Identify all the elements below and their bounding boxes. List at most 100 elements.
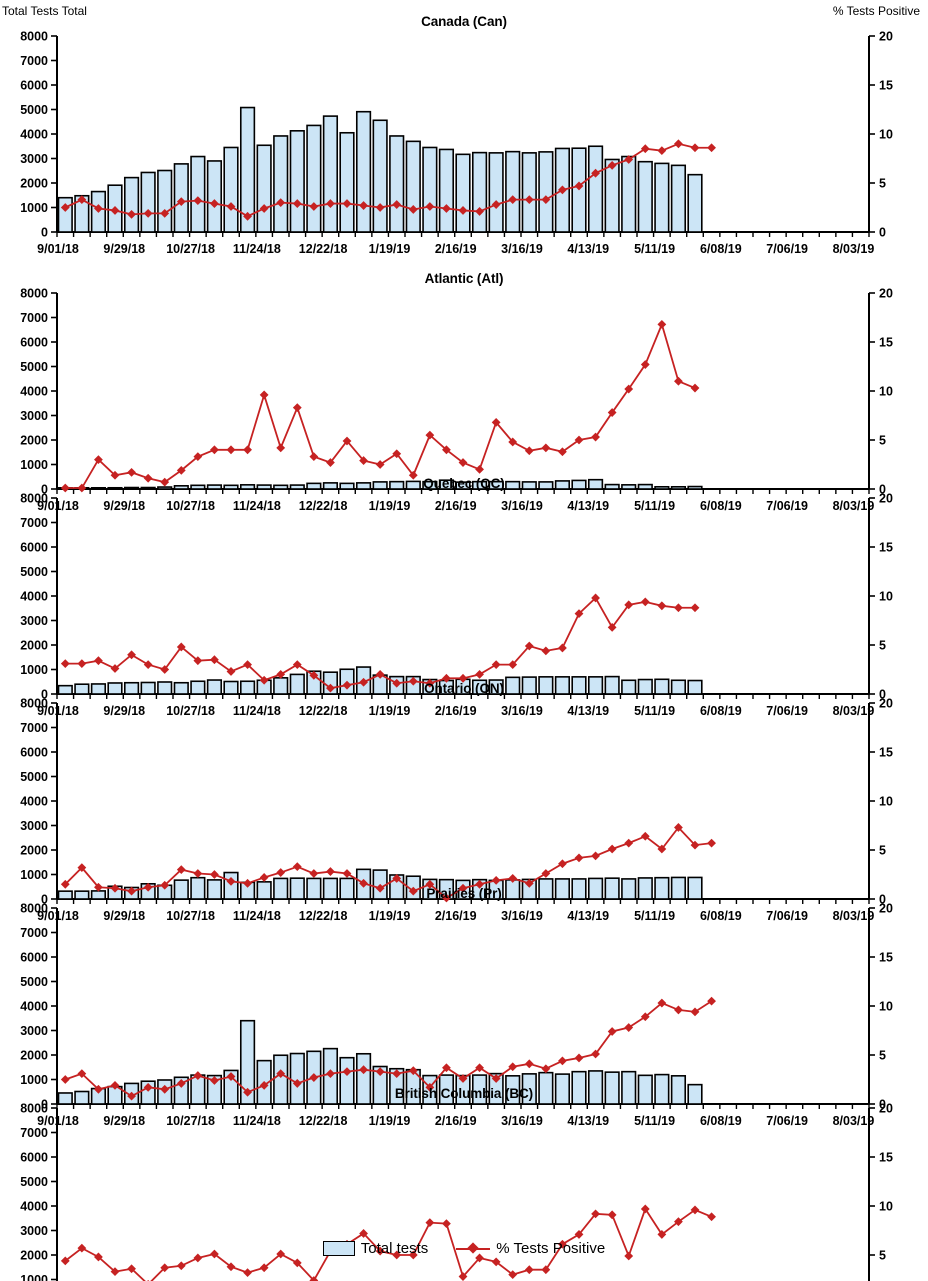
bar — [173, 879, 189, 900]
data-point-marker — [408, 1250, 418, 1260]
x-axis-tick-label: 9/01/18 — [37, 1114, 79, 1128]
y2-axis-tick-label: 15 — [879, 541, 893, 555]
data-point-marker — [624, 384, 634, 394]
bar — [57, 1092, 73, 1105]
data-point-marker — [309, 670, 319, 680]
data-point-marker — [309, 452, 319, 462]
x-axis-tick-label: 5/11/19 — [634, 909, 675, 923]
bar — [90, 487, 107, 490]
y2-axis-tick-label: 10 — [879, 1200, 893, 1214]
data-point-marker — [491, 1074, 501, 1083]
data-point-marker — [508, 437, 518, 447]
bar — [587, 676, 604, 695]
data-point-marker — [176, 865, 186, 874]
data-point-marker — [558, 643, 567, 653]
data-point-marker — [425, 202, 435, 211]
data-point-marker — [541, 1265, 551, 1275]
y-axis-tick-label: 1000 — [20, 868, 48, 882]
x-axis-tick-label: 8/03/19 — [833, 704, 875, 718]
bar — [471, 480, 488, 490]
bar — [505, 1075, 521, 1105]
y-axis-tick-label: 8000 — [20, 287, 48, 301]
data-point-marker — [326, 683, 335, 693]
bar — [587, 877, 604, 900]
x-axis-tick-label: 12/22/18 — [299, 909, 348, 923]
bar — [604, 1071, 620, 1105]
data-point-marker — [392, 1250, 402, 1260]
bar — [637, 877, 653, 900]
data-point-marker — [657, 844, 667, 854]
bar — [389, 1067, 405, 1105]
bar — [554, 480, 571, 490]
data-point-marker — [640, 360, 650, 369]
x-axis-tick-label: 11/24/18 — [233, 909, 281, 923]
bar — [538, 878, 554, 900]
data-point-marker — [574, 609, 584, 619]
data-point-marker — [458, 673, 468, 683]
data-point-marker — [574, 853, 584, 863]
bar — [223, 484, 239, 490]
data-point-marker — [160, 208, 170, 218]
x-axis-tick-label: 1/19/19 — [369, 242, 411, 256]
chart-panel: Atlantic (Atl) 0 1000 2000 3000 4000 5000 6000 7… — [0, 271, 928, 515]
bar — [670, 679, 687, 695]
data-point-marker — [210, 199, 219, 208]
y-axis-tick-label: 5000 — [20, 360, 48, 374]
x-axis-tick-label: 11/24/18 — [233, 499, 281, 513]
bar — [538, 151, 554, 233]
data-point-marker — [94, 656, 103, 666]
bar — [57, 890, 73, 900]
data-point-marker — [591, 851, 600, 861]
data-point-marker — [475, 207, 484, 216]
x-axis-tick-label: 4/13/19 — [567, 1114, 609, 1128]
bar — [74, 683, 90, 695]
bar — [604, 877, 620, 900]
data-point-marker — [342, 680, 352, 690]
legend-label-percent-positive: % Tests Positive — [496, 1240, 606, 1257]
data-point-marker — [60, 659, 70, 669]
y2-axis-tick-label: 0 — [879, 893, 886, 907]
y-axis-tick-label: 2000 — [20, 177, 48, 191]
y2-axis-tick-label: 20 — [879, 492, 893, 506]
chart-panel: Ontario (ON) 0 1000 2000 3000 4000 5000 6000 700… — [0, 681, 928, 925]
x-axis-tick-label: 7/06/19 — [766, 242, 808, 256]
x-axis-tick-label: 1/19/19 — [369, 1114, 411, 1128]
bar — [505, 150, 521, 233]
bar — [173, 681, 189, 695]
x-axis-tick-label: 12/22/18 — [299, 1114, 348, 1128]
data-point-marker — [309, 202, 319, 211]
percent-positive-line — [64, 142, 712, 218]
x-axis-tick-label: 4/13/19 — [567, 704, 609, 718]
bar — [687, 173, 703, 233]
x-axis-tick-label: 9/29/18 — [103, 1114, 145, 1128]
data-point-marker — [491, 417, 501, 427]
data-point-marker — [591, 168, 600, 178]
bar — [654, 1073, 670, 1105]
x-axis-tick-label: 5/11/19 — [634, 1114, 675, 1128]
chart-legend: Total tests % Tests Positive — [0, 1240, 928, 1257]
bar — [654, 876, 670, 900]
data-point-marker — [392, 678, 402, 688]
bar — [372, 119, 388, 233]
y2-axis-tick-label: 20 — [879, 697, 893, 711]
bar — [140, 486, 156, 490]
data-point-marker — [176, 1261, 186, 1271]
y-axis-tick-label: 3000 — [20, 1024, 48, 1038]
percent-positive-line — [64, 1206, 712, 1281]
bar — [571, 676, 587, 695]
y2-axis-tick-label: 5 — [879, 639, 886, 653]
data-point-marker — [193, 869, 203, 878]
x-axis-tick-label: 6/08/19 — [700, 1114, 742, 1128]
x-axis-tick-label: 4/13/19 — [567, 909, 609, 923]
y2-axis-tick-label: 20 — [879, 1102, 893, 1116]
x-axis-tick-label: 7/06/19 — [766, 909, 808, 923]
y-axis-tick-label: 1000 — [20, 663, 48, 677]
bar — [206, 484, 223, 490]
data-point-marker — [508, 1062, 518, 1072]
percent-positive-markers — [60, 823, 716, 903]
data-point-marker — [425, 879, 435, 889]
plot-area: 0 1000 2000 3000 4000 5000 6000 7000 8000 0 5 10 15 2… — [20, 30, 893, 257]
y-axis-tick-label: 8000 — [20, 902, 48, 916]
bar — [422, 146, 438, 233]
bar — [554, 1073, 571, 1105]
